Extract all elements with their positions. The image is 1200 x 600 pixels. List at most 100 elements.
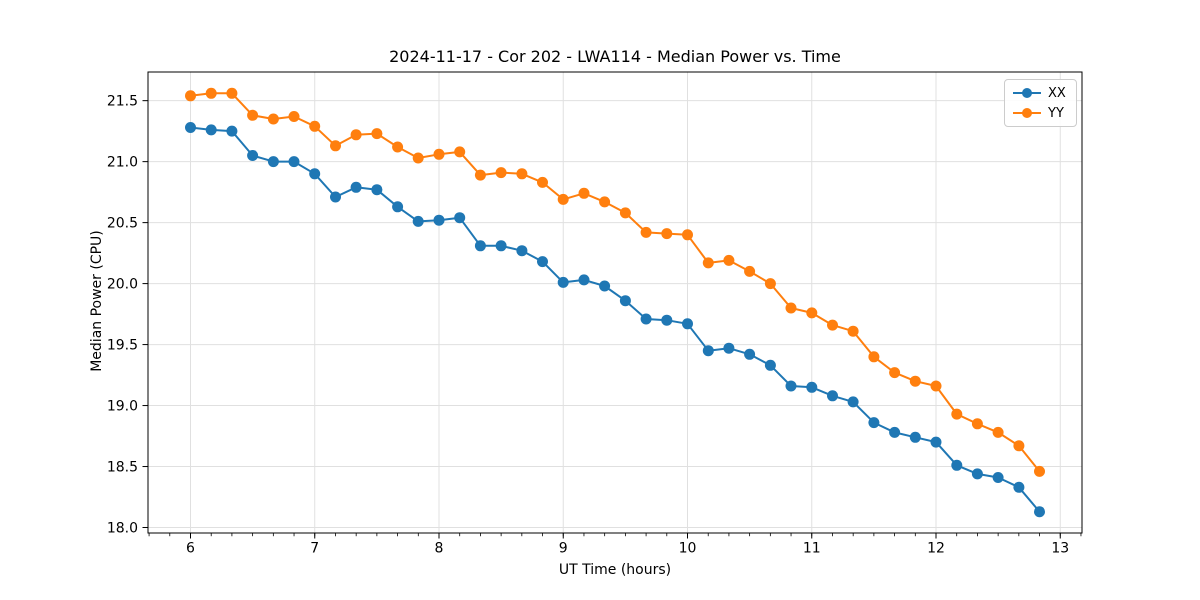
data-point-xx [847,396,859,408]
data-point-yy [930,380,942,392]
data-point-xx [578,274,590,286]
data-point-xx [454,212,466,224]
data-point-yy [557,193,569,205]
data-point-xx [930,436,942,448]
y-axis-label: Median Power (CPU) [89,230,105,372]
svg-text:11: 11 [803,541,821,557]
series-line-yy [189,92,1041,473]
data-point-xx [951,459,963,471]
svg-text:10: 10 [679,541,697,557]
svg-text:9: 9 [559,541,568,557]
svg-text:8: 8 [435,541,444,557]
data-point-xx [785,380,797,392]
data-point-yy [267,113,279,125]
data-point-yy [226,87,238,99]
data-point-yy [412,152,424,164]
data-point-xx [723,342,735,354]
data-point-yy [578,187,590,199]
data-point-yy [971,418,983,430]
data-point-xx [205,124,217,136]
svg-text:6: 6 [186,541,195,557]
data-point-xx [537,256,548,268]
data-point-yy [392,141,404,153]
data-point-xx [412,215,424,227]
data-point-xx [971,468,983,480]
svg-text:21.0: 21.0 [107,155,138,171]
data-point-yy [827,319,838,331]
data-point-yy [785,302,797,314]
data-point-xx [288,156,300,168]
data-point-yy [806,307,818,319]
data-point-yy [330,140,341,152]
x-axis-label: UT Time (hours) [558,562,672,578]
data-point-xx [661,314,673,326]
legend-item-yy: YY [1012,104,1069,122]
data-point-yy [640,226,652,238]
data-point-yy [371,128,383,140]
data-point-xx [267,156,279,168]
data-point-yy [889,367,901,379]
data-point-yy [868,351,880,363]
data-point-yy [847,325,859,337]
data-point-xx [1013,481,1025,493]
data-point-yy [682,229,693,241]
data-point-xx [702,345,714,357]
data-point-yy [350,129,362,141]
tick-labels: 6 7 8 9 10 11 12 13 18.0 18.5 19.0 19.5 20.0 20.5 21.0… [107,94,1069,557]
gridlines [148,72,1082,533]
legend-label-xx: XX [1048,85,1066,101]
data-point-xx [557,276,569,288]
data-point-yy [247,109,259,121]
data-point-yy [744,265,756,277]
svg-text:19.0: 19.0 [107,399,138,415]
data-point-xx [764,359,776,371]
data-point-xx [744,348,756,360]
data-point-yy [288,111,300,122]
data-point-xx [1034,506,1045,518]
data-point-xx [827,390,838,402]
data-point-xx [868,417,880,429]
svg-text:20.5: 20.5 [107,216,138,232]
data-point-xx [619,295,631,307]
data-point-yy [516,168,528,180]
legend-item-xx: XX [1012,84,1069,102]
legend: XX YY [1004,79,1077,127]
data-point-xx [371,184,383,196]
data-point-xx [599,280,611,292]
svg-text:7: 7 [310,541,319,557]
axis-ticks [142,100,1082,539]
svg-text:13: 13 [1051,541,1069,557]
svg-text:19.5: 19.5 [107,338,138,354]
data-point-xx [392,201,404,213]
data-point-xx [350,181,362,193]
data-point-xx [640,313,652,325]
data-point-xx [495,240,507,252]
svg-text:21.5: 21.5 [107,94,138,110]
axes-frame [147,71,1083,534]
data-point-xx [992,472,1004,483]
data-point-xx [474,240,486,252]
data-point-yy [454,146,466,158]
data-point-xx [806,381,818,393]
data-point-yy [619,207,631,219]
series-xx [185,122,1045,518]
data-point-xx [516,245,528,257]
data-point-xx [185,122,196,133]
data-point-yy [1013,440,1025,452]
legend-line-marker-icon [1013,88,1041,98]
data-point-xx [433,214,445,226]
data-point-yy [764,278,776,290]
data-point-yy [661,228,673,240]
data-point-yy [205,87,217,99]
svg-text:18.0: 18.0 [107,521,138,537]
data-point-xx [889,426,901,438]
legend-line-marker-icon [1013,108,1041,118]
series-line-xx [189,126,1041,513]
data-point-yy [723,254,735,266]
data-point-yy [433,148,445,160]
data-point-xx [247,150,259,161]
data-point-yy [702,257,714,269]
svg-text:20.0: 20.0 [107,277,138,293]
